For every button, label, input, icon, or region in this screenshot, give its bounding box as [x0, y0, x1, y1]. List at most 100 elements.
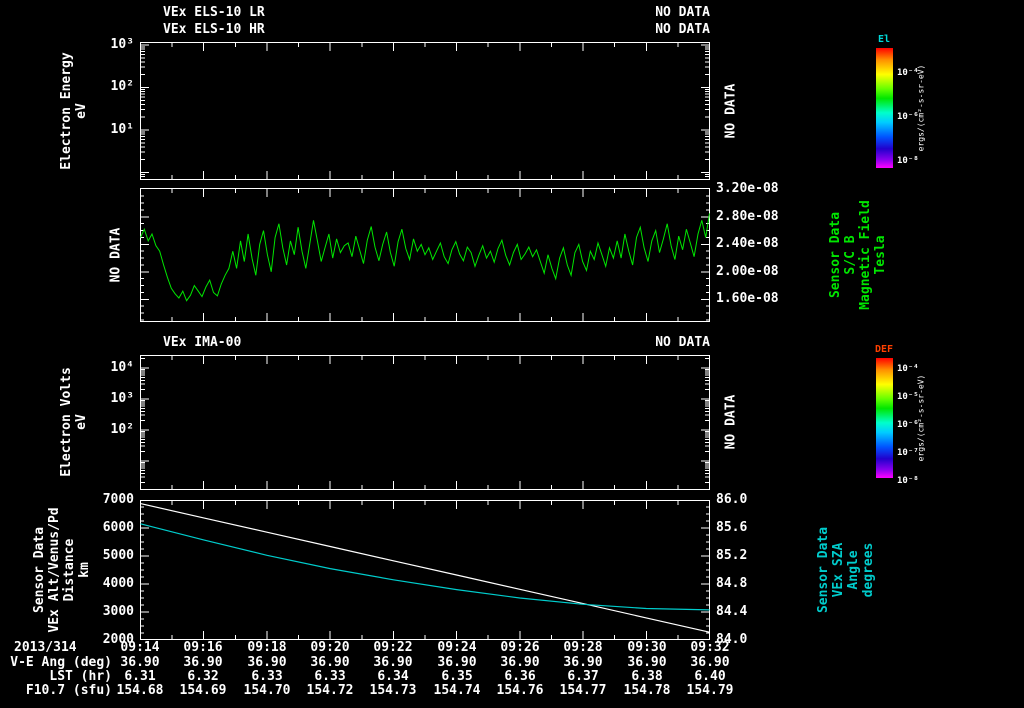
ima-colorbar-tick: 10⁻⁷	[897, 448, 919, 458]
els-plot-area	[140, 42, 710, 180]
els-colorbar-title: El	[877, 34, 891, 45]
els-colorbar-tick: 10⁻⁴	[897, 68, 919, 78]
aux-left-tick: 3000	[102, 604, 134, 619]
table-value: 6.34	[377, 669, 409, 684]
mag-axis-label-line: S/C B	[843, 235, 858, 275]
ima-y-axis-label-text: Electron Volts	[59, 367, 74, 477]
els-colorbar	[876, 48, 893, 168]
ima-title: VEx IMA-00	[163, 335, 242, 350]
ima-colorbar	[876, 358, 893, 478]
altitude-line	[140, 503, 710, 633]
mag-ytick: 3.20e-08	[716, 181, 779, 196]
els-ytick: 10²	[110, 79, 134, 94]
table-value: 36.90	[247, 655, 287, 670]
aux-right-axis-line: degrees	[861, 542, 876, 598]
ima-ytick: 10⁴	[110, 360, 134, 375]
aux-right-tick: 85.2	[716, 548, 748, 563]
aux-right-tick: 84.4	[716, 604, 748, 619]
time-tick-label: 09:30	[627, 640, 667, 655]
row-label-ve-angle: V-E Ang (deg)	[10, 655, 112, 670]
ima-y-axis-label: Electron Volts eV	[59, 367, 89, 477]
table-value: 154.69	[179, 683, 227, 698]
table-value: 36.90	[437, 655, 477, 670]
table-value: 6.37	[567, 669, 599, 684]
table-value: 36.90	[183, 655, 223, 670]
aux-right-tick: 85.6	[716, 520, 748, 535]
table-value: 154.72	[306, 683, 354, 698]
table-value: 154.73	[369, 683, 417, 698]
time-tick-label: 09:18	[247, 640, 287, 655]
table-value: 154.78	[623, 683, 671, 698]
els-colorbar-units: ergs/(cm²-s-sr-eV)	[916, 64, 926, 152]
mag-ytick: 2.80e-08	[716, 209, 779, 224]
table-value: 154.76	[496, 683, 544, 698]
table-value: 6.33	[251, 669, 283, 684]
table-value: 6.40	[694, 669, 726, 684]
aux-right-tick: 84.0	[716, 632, 748, 647]
ima-colorbar-tick: 10⁻⁵	[897, 392, 919, 402]
aux-left-axis-line: Distance	[62, 538, 77, 602]
aux-right-tick: 84.8	[716, 576, 748, 591]
els-lr-status: NO DATA	[655, 5, 710, 20]
aux-left-axis-line: VEx Alt/Venus/Pd	[47, 507, 62, 633]
table-value: 6.36	[504, 669, 536, 684]
mag-axis-label: Sensor Data S/C B Magnetic Field Tesla	[828, 200, 888, 310]
ima-status: NO DATA	[655, 335, 710, 350]
aux-plot-area	[140, 500, 710, 640]
mag-nodata-label: NO DATA	[108, 227, 124, 283]
date-label: 2013/314	[14, 640, 77, 655]
ima-colorbar-tick: 10⁻⁴	[897, 364, 919, 374]
table-value: 6.35	[441, 669, 473, 684]
els-colorbar-tick: 10⁻⁸	[897, 156, 919, 166]
aux-right-axis-line: VEx SZA	[831, 542, 846, 598]
mag-axis-label-line: Tesla	[873, 235, 888, 275]
aux-left-tick: 2000	[102, 632, 134, 647]
table-value: 36.90	[500, 655, 540, 670]
table-value: 36.90	[310, 655, 350, 670]
els-colorbar-tick: 10⁻⁶	[897, 112, 919, 122]
table-value: 154.79	[686, 683, 734, 698]
mag-axis-label-line: Magnetic Field	[858, 200, 873, 310]
aux-right-axis-label: Sensor Data VEx SZA Angle degrees	[816, 527, 876, 613]
els-y-axis-units: eV	[74, 103, 89, 119]
table-value: 36.90	[627, 655, 667, 670]
aux-left-axis-line: km	[77, 562, 92, 578]
row-label-f107: F10.7 (sfu)	[25, 683, 112, 698]
aux-right-tick: 86.0	[716, 492, 748, 507]
aux-left-tick: 6000	[102, 520, 134, 535]
ima-nodata-label: NO DATA	[723, 394, 739, 450]
table-value: 36.90	[120, 655, 160, 670]
mag-plot-area	[140, 188, 710, 322]
time-tick-label: 09:24	[437, 640, 477, 655]
table-value: 154.68	[116, 683, 164, 698]
els-y-axis-label: Electron Energy eV	[59, 52, 89, 169]
table-value: 36.90	[563, 655, 603, 670]
table-value: 36.90	[690, 655, 730, 670]
ima-ytick: 10³	[110, 391, 134, 406]
table-value: 6.38	[631, 669, 663, 684]
row-label-lst: LST (hr)	[49, 669, 112, 684]
aux-left-axis-line: Sensor Data	[32, 526, 47, 614]
aux-left-tick: 4000	[102, 576, 134, 591]
time-tick-label: 09:26	[500, 640, 540, 655]
ima-colorbar-title: DEF	[874, 344, 894, 355]
aux-left-tick: 5000	[102, 548, 134, 563]
els-y-axis-label-text: Electron Energy	[59, 52, 74, 170]
time-tick-label: 09:32	[690, 640, 730, 655]
table-value: 154.74	[433, 683, 481, 698]
mag-axis-label-line: Sensor Data	[828, 211, 843, 299]
els-hr-status: NO DATA	[655, 22, 710, 37]
ima-y-axis-units: eV	[74, 414, 89, 430]
time-tick-label: 09:22	[373, 640, 413, 655]
time-tick-label: 09:14	[120, 640, 160, 655]
table-value: 154.70	[243, 683, 291, 698]
table-value: 36.90	[373, 655, 413, 670]
aux-right-axis-line: Angle	[846, 550, 861, 590]
els-lr-title: VEx ELS-10 LR	[163, 5, 265, 20]
ima-plot-area	[140, 355, 710, 490]
table-value: 6.33	[314, 669, 346, 684]
els-hr-title: VEx ELS-10 HR	[163, 22, 265, 37]
time-tick-label: 09:20	[310, 640, 350, 655]
ima-colorbar-tick: 10⁻⁸	[897, 476, 919, 486]
